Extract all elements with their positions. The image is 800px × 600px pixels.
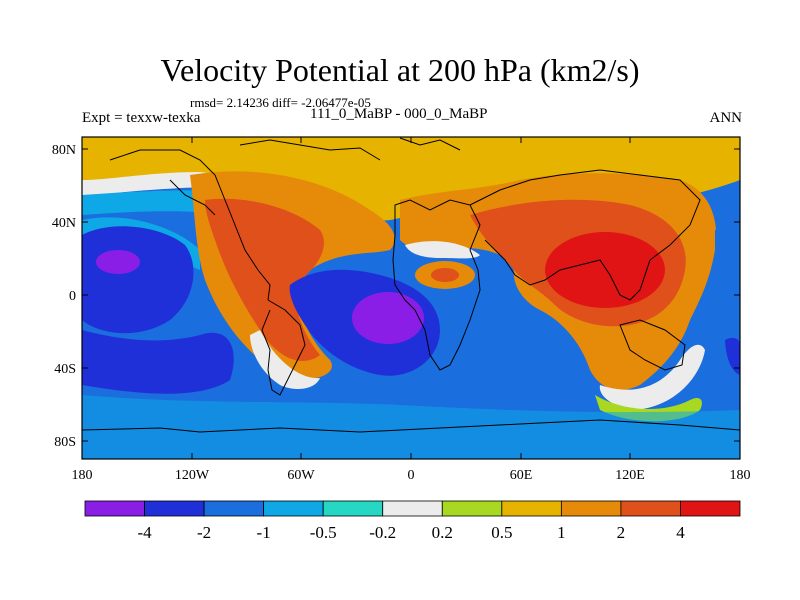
colorbar <box>84 500 741 517</box>
lon-label-180e: 180 <box>730 468 751 483</box>
colorbar-swatch <box>144 500 205 517</box>
contour-field <box>82 137 740 459</box>
colorbar-swatch <box>501 500 562 517</box>
lon-label-120e: 120E <box>615 468 645 483</box>
lat-label-40s: 40S <box>54 362 76 377</box>
colorbar-swatch <box>263 500 324 517</box>
colorbar-label: 0.5 <box>491 523 512 542</box>
lon-label-60e: 60E <box>510 468 533 483</box>
lon-ticks <box>81 137 741 459</box>
colorbar-label: 1 <box>557 523 566 542</box>
lat-ticks <box>82 148 740 442</box>
lat-label-0: 0 <box>69 289 76 304</box>
colorbar-swatch <box>322 500 384 517</box>
lon-label-60w: 60W <box>287 468 315 483</box>
colorbar-label: -2 <box>197 523 211 542</box>
colorbar-labels: -4 -2 -1 -0.5 -0.2 0.2 0.5 1 2 4 <box>137 523 685 542</box>
colorbar-swatch <box>680 500 741 517</box>
colorbar-label: 0.2 <box>432 523 453 542</box>
colorbar-swatch <box>84 500 145 517</box>
lon-label-0: 0 <box>408 468 415 483</box>
colorbar-label: -4 <box>137 523 152 542</box>
stats-line: rmsd= 2.14236 diff= -2.06477e-05 <box>190 95 371 110</box>
lat-label-80s: 80S <box>54 435 76 450</box>
comparison-label: 111_0_MaBP - 000_0_MaBP <box>310 106 488 122</box>
lon-label-120w: 120W <box>175 468 210 483</box>
lon-label-180w: 180 <box>72 468 93 483</box>
colorbar-label: 4 <box>676 523 685 542</box>
season-label: ANN <box>709 110 743 126</box>
colorbar-label: 2 <box>617 523 626 542</box>
colorbar-swatch <box>441 500 503 517</box>
map-title: Velocity Potential at 200 hPa (km2/s) <box>160 52 640 88</box>
colorbar-label: -0.5 <box>310 523 337 542</box>
colorbar-swatch <box>620 500 681 517</box>
colorbar-swatch <box>560 500 622 517</box>
lat-label-40n: 40N <box>52 216 76 231</box>
colorbar-swatch <box>203 500 265 517</box>
colorbar-label: -1 <box>257 523 271 542</box>
colorbar-label: -0.2 <box>369 523 396 542</box>
colorbar-swatch <box>382 500 443 517</box>
lat-label-80n: 80N <box>52 143 76 158</box>
experiment-label: Expt = texxw-texka <box>82 110 201 126</box>
